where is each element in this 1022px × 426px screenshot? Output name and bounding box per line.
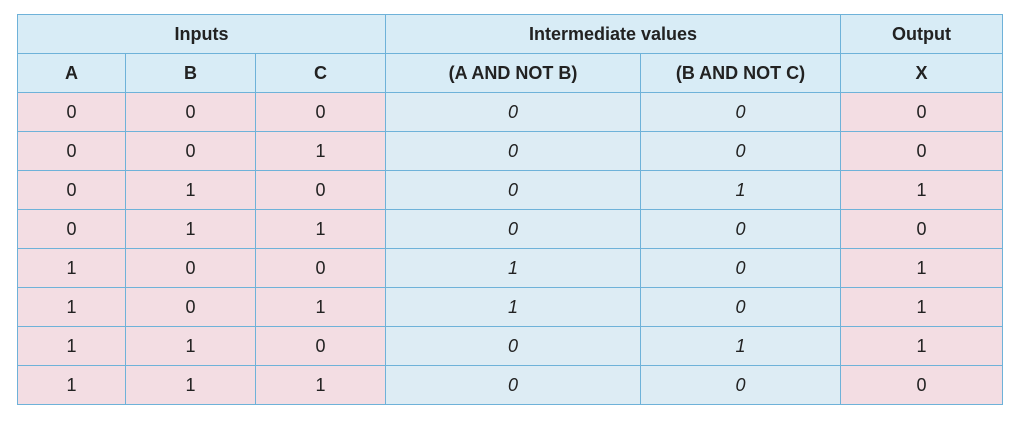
table-cell: 0: [385, 170, 641, 210]
table-cell: 0: [125, 287, 256, 327]
table-cell: 0: [125, 92, 256, 132]
table-cell: 0: [640, 92, 841, 132]
group-header: Inputs: [17, 14, 386, 54]
table-cell: 0: [17, 131, 126, 171]
table-cell: 0: [125, 131, 256, 171]
column-header: B: [125, 53, 256, 93]
table-cell: 0: [840, 365, 1003, 405]
table-cell: 1: [840, 248, 1003, 288]
table-cell: 1: [385, 287, 641, 327]
column-header: X: [840, 53, 1003, 93]
column-header-row: A B C (A AND NOT B) (B AND NOT C) X: [17, 53, 1003, 93]
table-cell: 0: [255, 92, 386, 132]
table-cell: 1: [125, 326, 256, 366]
table-cell: 1: [255, 287, 386, 327]
group-header: Intermediate values: [385, 14, 841, 54]
table-cell: 0: [640, 287, 841, 327]
table-cell: 0: [385, 326, 641, 366]
table-cell: 0: [385, 131, 641, 171]
table-cell: 0: [255, 248, 386, 288]
table-cell: 1: [17, 365, 126, 405]
table-cell: 1: [840, 170, 1003, 210]
group-header-row: Inputs Intermediate values Output: [17, 14, 1003, 54]
table-cell: 0: [840, 92, 1003, 132]
table-cell: 1: [840, 287, 1003, 327]
table-cell: 1: [17, 248, 126, 288]
column-header: (A AND NOT B): [385, 53, 641, 93]
table-cell: 0: [640, 209, 841, 249]
table-cell: 1: [385, 248, 641, 288]
table-cell: 0: [17, 170, 126, 210]
table-cell: 0: [255, 170, 386, 210]
table-cell: 1: [640, 170, 841, 210]
column-header: C: [255, 53, 386, 93]
table-cell: 0: [840, 209, 1003, 249]
table-cell: 1: [255, 365, 386, 405]
table-cell: 1: [125, 170, 256, 210]
table-cell: 1: [125, 365, 256, 405]
table-cell: 1: [17, 287, 126, 327]
table-cell: 1: [255, 131, 386, 171]
table-cell: 0: [385, 365, 641, 405]
table-cell: 0: [385, 209, 641, 249]
table-cell: 1: [640, 326, 841, 366]
table-cell: 0: [17, 92, 126, 132]
column-header: A: [17, 53, 126, 93]
table-cell: 0: [125, 248, 256, 288]
table-cell: 0: [640, 365, 841, 405]
table-cell: 1: [255, 209, 386, 249]
group-header: Output: [840, 14, 1003, 54]
table-cell: 0: [840, 131, 1003, 171]
table-cell: 1: [125, 209, 256, 249]
table-cell: 0: [640, 248, 841, 288]
table-cell: 0: [17, 209, 126, 249]
table-cell: 1: [840, 326, 1003, 366]
table-cell: 1: [17, 326, 126, 366]
truth-table: Inputs Intermediate values Output A B C (A …: [17, 14, 1003, 405]
table-cell: 0: [640, 131, 841, 171]
column-header: (B AND NOT C): [640, 53, 841, 93]
table-cell: 0: [385, 92, 641, 132]
table-cell: 0: [255, 326, 386, 366]
